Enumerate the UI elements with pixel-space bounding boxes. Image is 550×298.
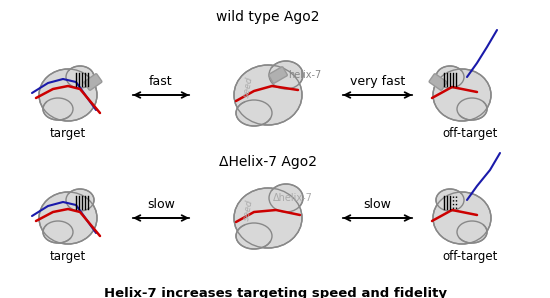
Text: very fast: very fast xyxy=(350,75,405,88)
Text: helix-7: helix-7 xyxy=(288,70,321,80)
Ellipse shape xyxy=(236,100,272,126)
FancyBboxPatch shape xyxy=(84,74,102,90)
Ellipse shape xyxy=(45,194,95,238)
Ellipse shape xyxy=(43,98,73,120)
Text: seed: seed xyxy=(241,76,254,98)
Ellipse shape xyxy=(435,194,485,238)
Ellipse shape xyxy=(43,221,73,243)
Text: ΔHelix-7 Ago2: ΔHelix-7 Ago2 xyxy=(219,155,317,169)
Ellipse shape xyxy=(436,189,464,211)
Text: target: target xyxy=(50,250,86,263)
Ellipse shape xyxy=(457,98,487,120)
Text: slow: slow xyxy=(147,198,175,211)
Ellipse shape xyxy=(66,66,94,88)
Text: fast: fast xyxy=(149,75,173,88)
Text: target: target xyxy=(50,127,86,140)
Text: off-target: off-target xyxy=(442,250,498,263)
Ellipse shape xyxy=(243,68,301,118)
Ellipse shape xyxy=(269,61,303,89)
Ellipse shape xyxy=(236,223,272,249)
Text: seed: seed xyxy=(241,199,254,221)
FancyBboxPatch shape xyxy=(269,67,287,83)
Text: wild type Ago2: wild type Ago2 xyxy=(216,10,320,24)
Ellipse shape xyxy=(269,184,303,212)
Ellipse shape xyxy=(39,192,97,244)
Ellipse shape xyxy=(243,191,301,241)
Ellipse shape xyxy=(66,189,94,211)
Ellipse shape xyxy=(457,221,487,243)
Ellipse shape xyxy=(39,69,97,121)
FancyBboxPatch shape xyxy=(429,74,447,90)
Text: slow: slow xyxy=(364,198,392,211)
Ellipse shape xyxy=(45,71,95,115)
Text: Helix-7 increases targeting speed and fidelity: Helix-7 increases targeting speed and fi… xyxy=(103,287,447,298)
Ellipse shape xyxy=(436,66,464,88)
Ellipse shape xyxy=(234,65,302,125)
Ellipse shape xyxy=(234,188,302,248)
Ellipse shape xyxy=(433,69,491,121)
Text: Δhelix-7: Δhelix-7 xyxy=(273,193,313,203)
Text: off-target: off-target xyxy=(442,127,498,140)
Ellipse shape xyxy=(435,71,485,115)
Ellipse shape xyxy=(433,192,491,244)
